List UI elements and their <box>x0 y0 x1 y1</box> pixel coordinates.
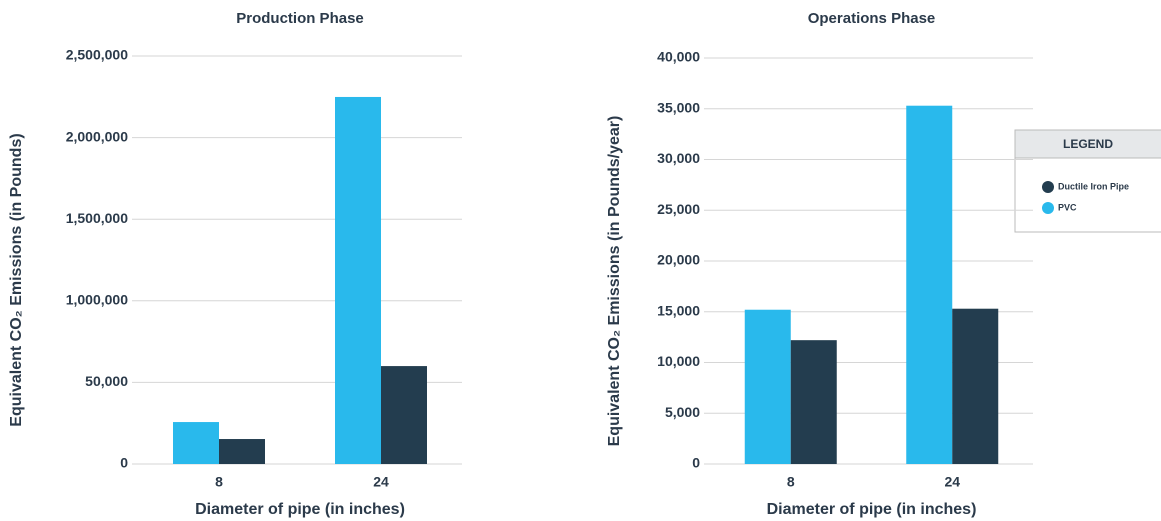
bar <box>173 422 219 464</box>
bar <box>952 308 999 464</box>
y-tick-label: 35,000 <box>657 99 700 115</box>
x-axis-title: Diameter of pipe (in inches) <box>195 501 405 518</box>
chart-title: Production Phase <box>236 10 364 27</box>
y-tick-label: 40,000 <box>657 49 700 65</box>
x-tick-label: 24 <box>373 474 389 490</box>
x-tick-label: 8 <box>215 474 223 490</box>
y-tick-label: 1,000,000 <box>66 292 128 308</box>
y-tick-label: 1,500,000 <box>66 210 128 226</box>
bar <box>335 96 381 465</box>
legend-header <box>1014 129 1161 159</box>
y-tick-label: 10,000 <box>657 353 700 369</box>
legend-swatch <box>1042 181 1054 193</box>
legend-label: Ductile Iron Pipe <box>1058 181 1129 191</box>
y-tick-label: 5,000 <box>665 404 700 420</box>
y-axis-title: Equivalent CO₂ Emissions (in Pounds) <box>8 133 25 426</box>
legend-title: LEGEND <box>1063 137 1113 151</box>
y-tick-label: 0 <box>692 455 700 471</box>
y-tick-label: 2,500,000 <box>66 47 128 63</box>
legend-label: PVC <box>1058 202 1077 212</box>
bar <box>219 439 265 464</box>
y-axis-title: Equivalent CO₂ Emissions (in Pounds/year… <box>606 116 623 447</box>
y-tick-label: 50,000 <box>85 373 128 389</box>
bar <box>790 340 837 464</box>
y-tick-label: 30,000 <box>657 150 700 166</box>
x-axis-title: Diameter of pipe (in inches) <box>767 501 977 518</box>
x-tick-label: 24 <box>944 474 960 490</box>
y-tick-label: 20,000 <box>657 252 700 268</box>
bar <box>744 309 791 464</box>
y-tick-label: 2,000,000 <box>66 128 128 144</box>
y-tick-label: 15,000 <box>657 302 700 318</box>
x-tick-label: 8 <box>787 474 795 490</box>
y-tick-label: 25,000 <box>657 201 700 217</box>
bar <box>381 366 427 464</box>
y-tick-label: 0 <box>120 455 128 471</box>
bar <box>906 105 953 464</box>
legend-swatch <box>1042 202 1054 214</box>
chart-title: Operations Phase <box>808 10 936 27</box>
